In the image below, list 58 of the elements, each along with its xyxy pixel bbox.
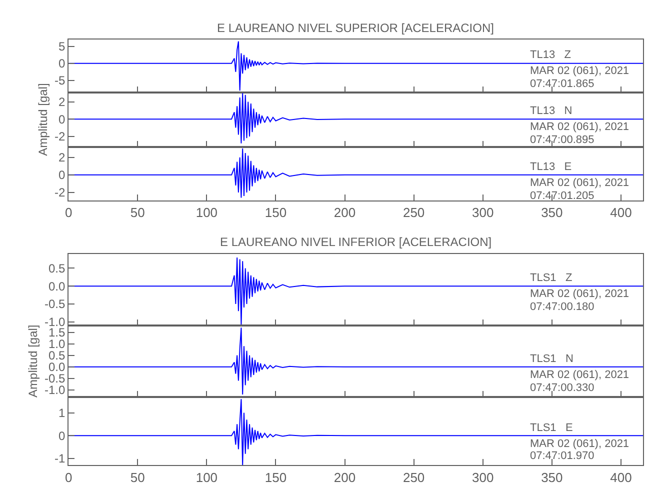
x-tick-label: 400	[610, 204, 632, 220]
x-tick-label: 400	[610, 470, 632, 485]
annotation: MAR 02 (061), 2021	[530, 65, 630, 77]
annotation: TLS1 E	[530, 422, 573, 434]
x-tick-label: 150	[264, 470, 287, 485]
x-tick-label: 200	[334, 470, 356, 485]
y-tick-label: 0.5	[48, 348, 66, 363]
x-tick-label: 300	[472, 204, 494, 220]
x-tick-label: 100	[196, 204, 218, 220]
chart-title: E LAUREANO NIVEL SUPERIOR [ACELERACION]	[217, 21, 494, 35]
y-tick-label: -0.5	[44, 297, 66, 312]
annotation: 07:47:00.895	[530, 134, 594, 146]
x-tick-label: 350	[541, 470, 563, 485]
x-tick-label: 150	[264, 204, 287, 220]
x-tick-label: 50	[130, 204, 145, 220]
y-axis-title: Amplitud [gal]	[36, 83, 50, 156]
y-tick-label: 1	[58, 406, 66, 420]
annotation: 07:47:00.330	[530, 382, 594, 394]
y-tick-label: 0.0	[48, 360, 66, 374]
x-tick-label: 200	[334, 204, 356, 220]
y-tick-label: 2	[58, 94, 66, 109]
annotation: MAR 02 (061), 2021	[530, 288, 630, 300]
y-axis-title: Amplitud [gal]	[26, 324, 40, 398]
annotation: 07:47:00.180	[530, 301, 594, 313]
y-tick-label: -2	[54, 130, 66, 144]
x-tick-label: 250	[402, 204, 425, 220]
y-tick-label: -1	[54, 452, 66, 466]
y-tick-label: 0.0	[48, 279, 66, 294]
y-tick-label: 0.5	[48, 261, 66, 276]
annotation: TLS1 N	[530, 353, 574, 365]
y-tick-label: 0	[58, 56, 66, 71]
y-tick-label: 0	[58, 168, 66, 182]
x-tick-label: 50	[130, 470, 145, 485]
x-tick-label: 250	[402, 470, 425, 485]
y-tick-label: 5	[58, 40, 66, 54]
annotation: TLS1 Z	[530, 272, 572, 284]
y-tick-label: -2	[54, 186, 66, 200]
annotation: TL13 N	[530, 105, 572, 117]
annotation: TL13 Z	[530, 49, 572, 61]
y-tick-label: 0	[58, 112, 66, 126]
x-tick-label: 350	[541, 204, 563, 220]
y-tick-label: -1.0	[44, 383, 66, 398]
annotation: MAR 02 (061), 2021	[530, 121, 630, 133]
y-tick-label: 1.0	[48, 337, 66, 352]
y-tick-label: -0.5	[44, 372, 66, 386]
y-tick-label: 0	[58, 428, 66, 443]
annotation: MAR 02 (061), 2021	[530, 438, 630, 450]
y-tick-label: 2	[58, 150, 66, 165]
x-tick-label: 100	[196, 470, 218, 485]
annotation: 07:47:01.970	[530, 450, 594, 462]
x-tick-label: 300	[472, 470, 494, 485]
y-tick-label: -5	[54, 74, 66, 88]
annotation: 07:47:01.865	[530, 78, 594, 90]
annotation: 07:47:01.205	[530, 190, 594, 202]
annotation: MAR 02 (061), 2021	[530, 177, 630, 189]
annotation: TL13 E	[530, 161, 572, 173]
annotation: MAR 02 (061), 2021	[530, 369, 630, 381]
chart-title: E LAUREANO NIVEL INFERIOR [ACELERACION]	[220, 235, 492, 249]
